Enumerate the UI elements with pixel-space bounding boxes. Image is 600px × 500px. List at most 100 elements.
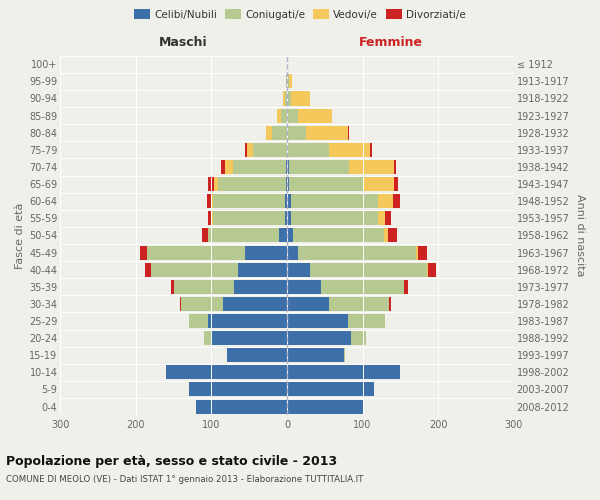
Bar <box>287 160 289 174</box>
Bar <box>364 177 394 191</box>
Bar <box>238 262 287 276</box>
Bar <box>207 194 211 208</box>
Bar <box>211 194 213 208</box>
Bar <box>245 143 247 157</box>
Text: Femmine: Femmine <box>359 36 424 49</box>
Y-axis label: Fasce di età: Fasce di età <box>15 202 25 268</box>
Bar <box>287 366 400 380</box>
Bar <box>287 331 351 345</box>
Bar <box>349 160 394 174</box>
Bar <box>233 160 286 174</box>
Bar <box>253 143 287 157</box>
Bar <box>351 331 367 345</box>
Bar <box>378 194 393 208</box>
Bar <box>287 262 310 276</box>
Bar <box>208 228 280 242</box>
Bar <box>310 262 427 276</box>
Bar <box>272 126 287 140</box>
Bar <box>285 194 287 208</box>
Bar <box>289 177 364 191</box>
Legend: Celibi/Nubili, Coniugati/e, Vedovi/e, Divorziati/e: Celibi/Nubili, Coniugati/e, Vedovi/e, Di… <box>130 5 470 24</box>
Bar <box>173 280 234 294</box>
Bar <box>416 246 418 260</box>
Bar <box>287 348 344 362</box>
Bar <box>223 297 287 311</box>
Bar <box>180 297 181 311</box>
Bar <box>286 74 287 88</box>
Bar <box>266 126 272 140</box>
Bar <box>208 212 211 226</box>
Bar <box>213 212 285 226</box>
Bar <box>427 262 428 276</box>
Bar <box>287 74 289 88</box>
Bar <box>370 143 372 157</box>
Bar <box>145 262 151 276</box>
Bar <box>344 348 345 362</box>
Bar <box>289 160 349 174</box>
Text: Popolazione per età, sesso e stato civile - 2013: Popolazione per età, sesso e stato civil… <box>6 455 337 468</box>
Bar <box>393 194 400 208</box>
Bar <box>208 314 287 328</box>
Bar <box>211 212 213 226</box>
Bar <box>329 297 389 311</box>
Bar <box>329 143 370 157</box>
Bar <box>287 382 374 396</box>
Bar <box>181 297 223 311</box>
Text: COMUNE DI MEOLO (VE) - Dati ISTAT 1° gennaio 2013 - Elaborazione TUTTITALIA.IT: COMUNE DI MEOLO (VE) - Dati ISTAT 1° gen… <box>6 475 364 484</box>
Text: Maschi: Maschi <box>158 36 207 49</box>
Bar <box>234 280 287 294</box>
Bar <box>384 228 388 242</box>
Bar <box>281 108 287 122</box>
Bar <box>286 177 287 191</box>
Bar <box>277 108 281 122</box>
Bar <box>378 212 385 226</box>
Bar <box>189 382 287 396</box>
Y-axis label: Anni di nascita: Anni di nascita <box>575 194 585 276</box>
Bar <box>293 228 384 242</box>
Bar <box>291 92 310 106</box>
Bar <box>347 314 385 328</box>
Bar <box>287 108 298 122</box>
Bar <box>287 280 321 294</box>
Bar <box>151 262 238 276</box>
Bar <box>213 194 285 208</box>
Bar <box>287 314 347 328</box>
Bar <box>287 228 293 242</box>
Bar <box>218 177 286 191</box>
Bar <box>428 262 436 276</box>
Bar <box>298 108 332 122</box>
Bar <box>286 160 287 174</box>
Bar <box>280 228 287 242</box>
Bar <box>388 228 397 242</box>
Bar <box>225 160 233 174</box>
Bar <box>285 212 287 226</box>
Bar <box>221 160 225 174</box>
Bar <box>211 331 287 345</box>
Bar <box>418 246 427 260</box>
Bar <box>394 177 398 191</box>
Bar <box>287 177 289 191</box>
Bar <box>166 366 287 380</box>
Bar <box>404 280 408 294</box>
Bar <box>189 314 208 328</box>
Bar <box>285 92 287 106</box>
Bar <box>204 331 211 345</box>
Bar <box>247 143 253 157</box>
Bar <box>394 160 396 174</box>
Bar <box>306 126 347 140</box>
Bar <box>287 194 291 208</box>
Bar <box>287 246 298 260</box>
Bar <box>287 126 306 140</box>
Bar <box>140 246 147 260</box>
Bar <box>289 74 292 88</box>
Bar <box>196 400 287 413</box>
Bar <box>208 177 214 191</box>
Bar <box>347 126 349 140</box>
Bar <box>287 143 329 157</box>
Bar <box>291 194 378 208</box>
Bar <box>389 297 391 311</box>
Bar <box>291 212 378 226</box>
Bar <box>287 297 329 311</box>
Bar <box>321 280 404 294</box>
Bar <box>202 228 208 242</box>
